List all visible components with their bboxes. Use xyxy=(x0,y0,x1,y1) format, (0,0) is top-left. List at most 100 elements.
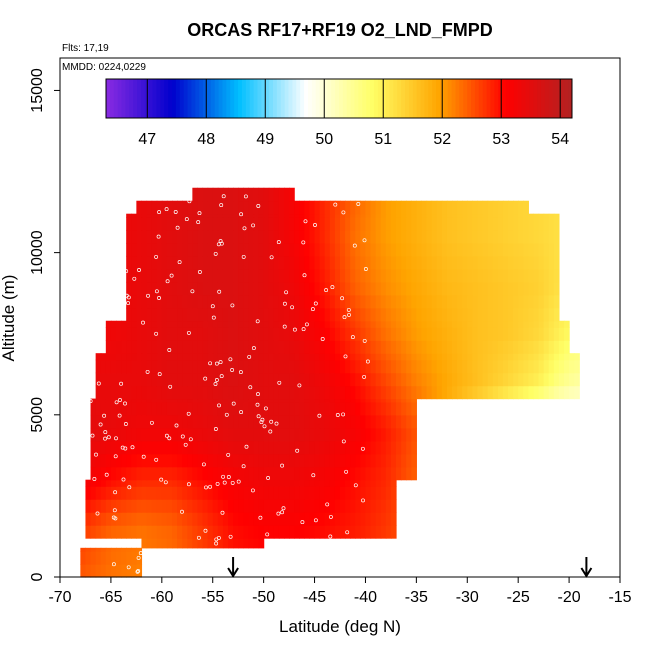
heatmap-cell xyxy=(136,547,143,552)
colorbar-segment xyxy=(552,79,557,118)
heatmap-cell xyxy=(243,268,249,283)
colorbar-segment xyxy=(195,79,200,118)
heatmap-cell xyxy=(472,242,479,257)
heatmap-cell xyxy=(222,327,229,341)
heatmap-cell xyxy=(156,353,163,361)
heatmap-cell xyxy=(151,320,158,328)
heatmap-cell xyxy=(411,353,417,361)
heatmap-cell xyxy=(105,486,112,500)
heatmap-cell xyxy=(146,242,153,257)
colorbar-segment xyxy=(459,79,464,118)
heatmap-cell xyxy=(340,359,346,374)
heatmap-cell xyxy=(192,213,199,218)
heatmap-cell xyxy=(263,499,270,513)
heatmap-cell xyxy=(360,242,367,257)
heatmap-cell xyxy=(253,427,260,442)
heatmap-cell xyxy=(217,281,224,296)
heatmap-cell xyxy=(518,327,524,341)
heatmap-cell xyxy=(248,466,255,481)
heatmap-cell xyxy=(355,359,361,374)
heatmap-cell xyxy=(345,486,351,500)
sample-point xyxy=(325,502,330,507)
heatmap-cell xyxy=(502,327,509,341)
heatmap-cell xyxy=(329,401,336,416)
heatmap-cell xyxy=(222,213,229,218)
heatmap-cell xyxy=(289,398,295,403)
heatmap-cell xyxy=(319,453,326,468)
heatmap-cell xyxy=(202,200,209,215)
heatmap-cell xyxy=(243,327,249,341)
heatmap-cell xyxy=(502,216,509,231)
sample-point xyxy=(230,303,235,308)
heatmap-cell xyxy=(380,525,387,539)
sample-point xyxy=(333,202,338,207)
heatmap-cell xyxy=(172,499,178,513)
heatmap-cell xyxy=(294,353,300,361)
heatmap-cell xyxy=(314,281,321,296)
heatmap-cell xyxy=(355,398,361,403)
sample-point xyxy=(341,412,346,417)
heatmap-cell xyxy=(228,268,234,283)
heatmap-cell xyxy=(564,359,570,374)
heatmap-cell xyxy=(385,385,392,400)
colorbar-segment xyxy=(443,79,449,118)
heatmap-cell xyxy=(304,466,311,481)
colorbar-segment xyxy=(160,79,165,118)
heatmap-cell xyxy=(278,499,285,513)
heatmap-cell xyxy=(334,466,341,481)
heatmap-cell xyxy=(263,200,270,215)
heatmap-cell xyxy=(228,242,234,257)
heatmap-cell xyxy=(268,453,275,468)
heatmap-cell xyxy=(156,359,163,374)
heatmap-cell xyxy=(513,255,519,270)
sample-point xyxy=(190,289,195,294)
heatmap-cell xyxy=(243,281,249,296)
heatmap-cell xyxy=(177,372,183,387)
colorbar-segment xyxy=(113,79,119,118)
heatmap-cell xyxy=(472,281,479,296)
heatmap-cell xyxy=(472,294,479,309)
sample-point xyxy=(343,354,348,359)
heatmap-cell xyxy=(177,538,183,549)
heatmap-cell xyxy=(258,294,265,309)
heatmap-cell xyxy=(340,340,346,354)
heatmap-cell xyxy=(452,385,458,400)
heatmap-cell xyxy=(375,281,382,296)
sample-point xyxy=(230,480,235,485)
heatmap-cell xyxy=(406,414,412,429)
heatmap-cell xyxy=(187,427,193,442)
sample-point xyxy=(313,223,317,227)
heatmap-cell xyxy=(212,294,219,309)
heatmap-cell xyxy=(375,200,382,215)
heatmap-cell xyxy=(172,281,178,296)
sample-point xyxy=(238,370,243,375)
heatmap-cell xyxy=(426,385,433,400)
heatmap-cell xyxy=(110,499,117,513)
heatmap-cell xyxy=(365,242,372,257)
heatmap-cell xyxy=(340,255,346,270)
heatmap-cell xyxy=(340,499,346,513)
heatmap-cell xyxy=(375,255,382,270)
sample-point xyxy=(282,324,287,329)
heatmap-cell xyxy=(202,216,209,231)
sample-point xyxy=(260,417,265,422)
heatmap-cell xyxy=(182,372,188,387)
sample-point xyxy=(320,337,325,341)
heatmap-cell xyxy=(365,200,372,215)
heatmap-cell xyxy=(431,200,438,215)
heatmap-cell xyxy=(166,440,173,455)
heatmap-cell xyxy=(202,327,209,341)
heatmap-cell xyxy=(273,499,280,513)
heatmap-cell xyxy=(187,229,193,244)
heatmap-cell xyxy=(380,499,387,513)
heatmap-cell xyxy=(263,414,270,429)
heatmap-cell xyxy=(284,281,290,296)
heatmap-cell xyxy=(248,401,255,416)
heatmap-cell xyxy=(294,213,300,218)
heatmap-cell xyxy=(574,353,580,361)
heatmap-cell xyxy=(253,229,260,244)
heatmap-cell xyxy=(452,327,458,341)
heatmap-cell xyxy=(487,213,494,218)
heatmap-cell xyxy=(273,187,280,202)
heatmap-cell xyxy=(268,307,275,322)
